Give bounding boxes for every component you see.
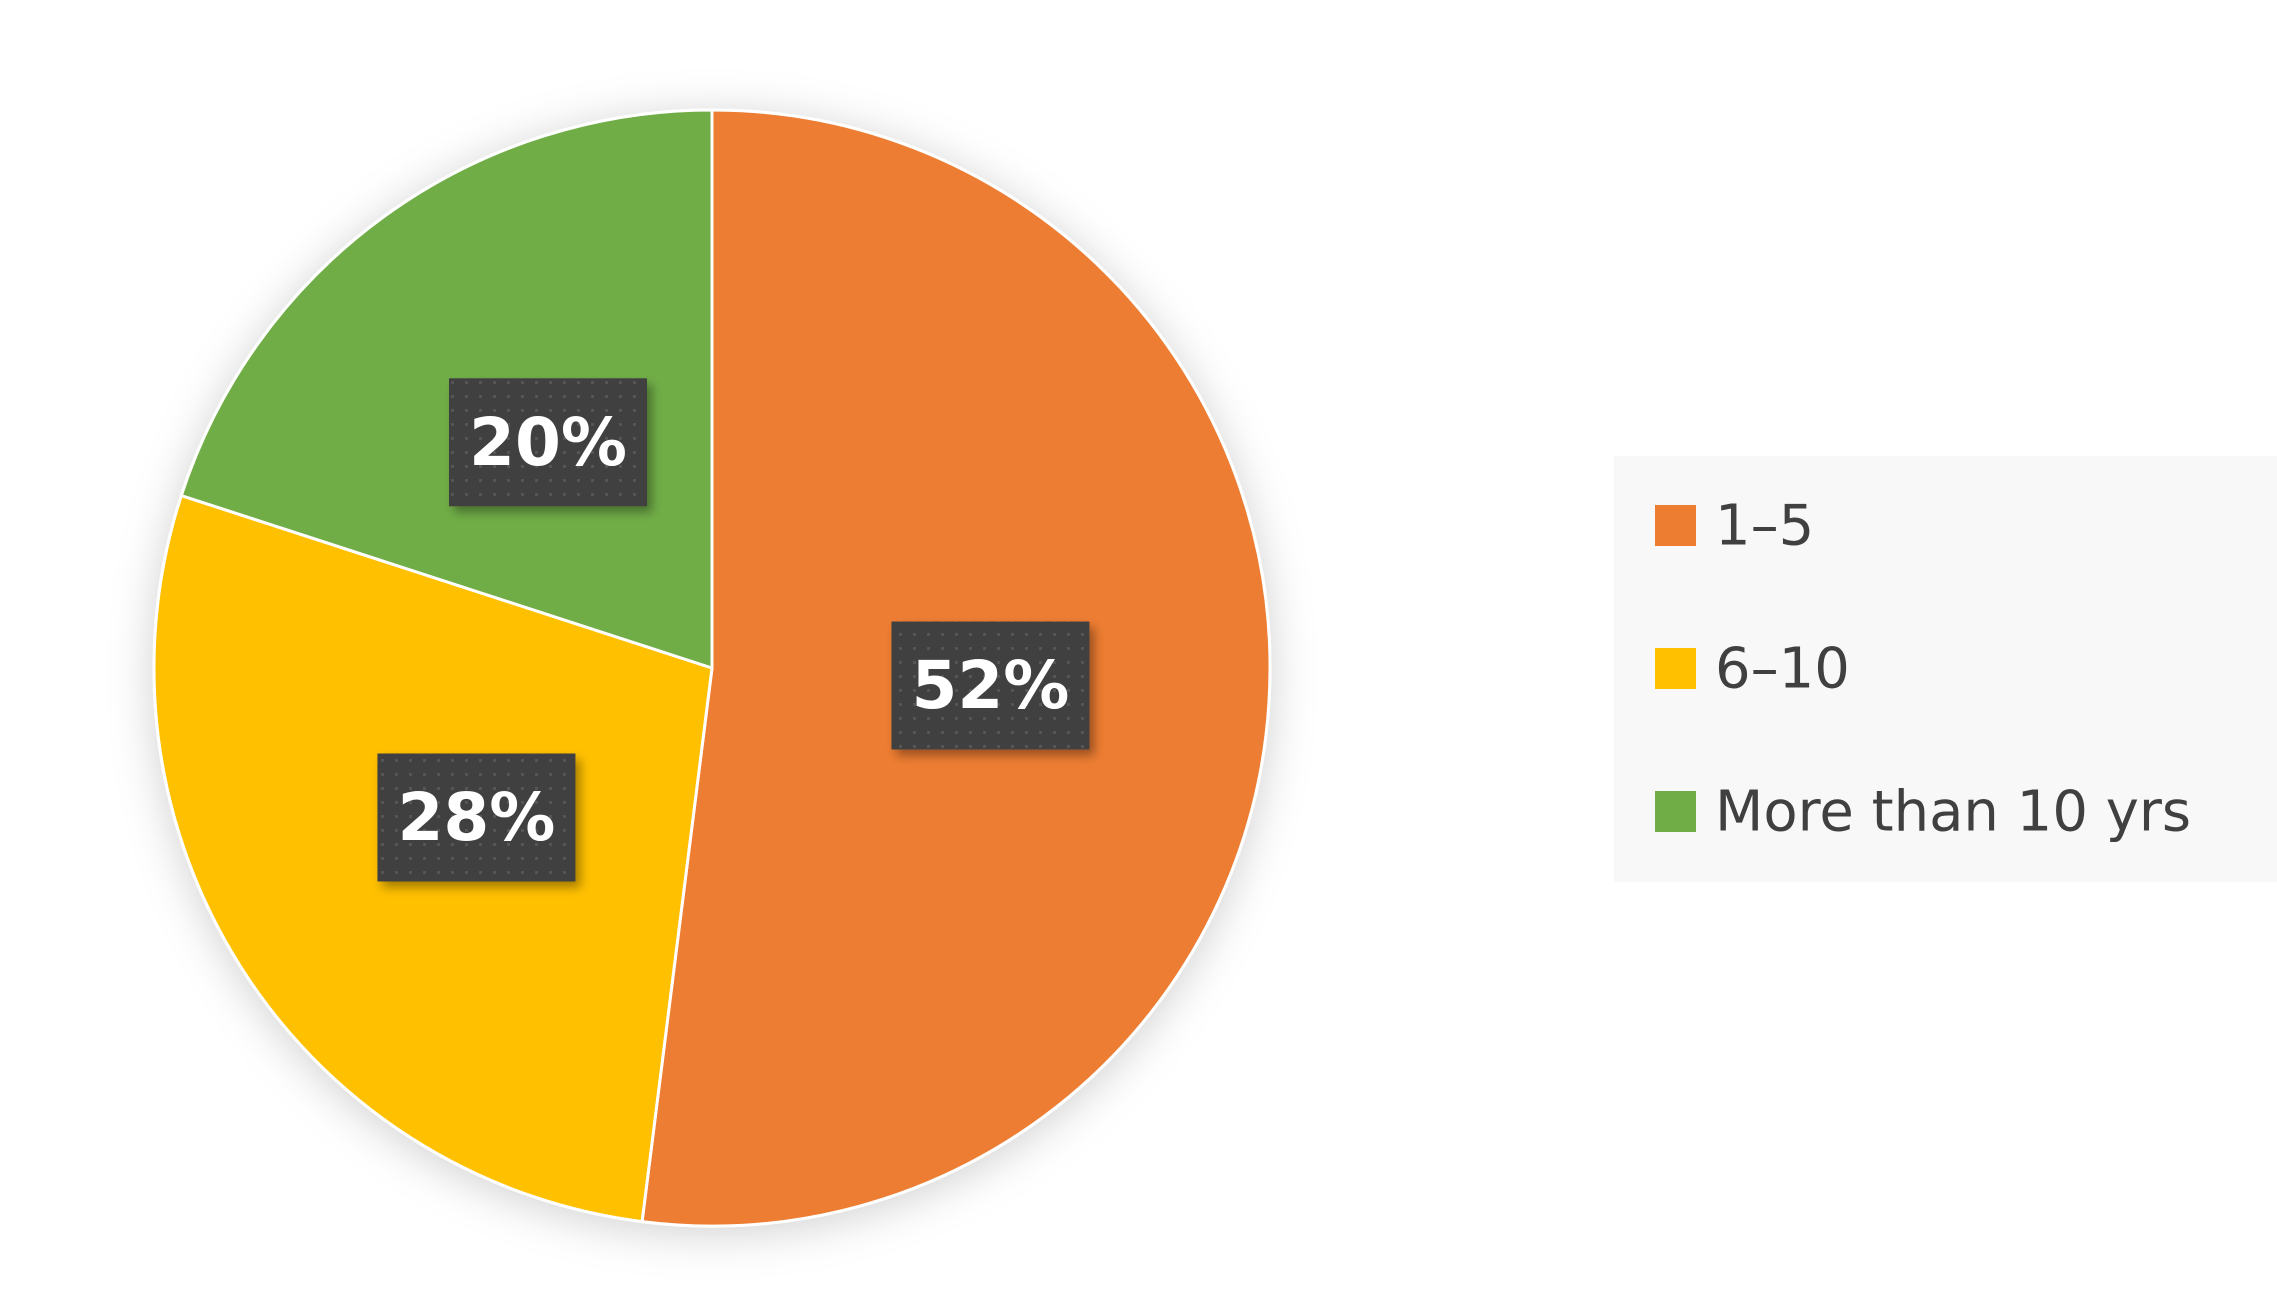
data-labels: 52% 28% 20% — [377, 378, 1090, 882]
data-label: 52% — [911, 647, 1069, 724]
data-label: 28% — [397, 779, 555, 856]
data-label-box — [891, 621, 1090, 750]
data-label: 20% — [469, 404, 627, 481]
legend-swatch — [1655, 505, 1696, 546]
legend-box — [1614, 456, 2277, 882]
legend: 1–5 6–10 More than 10 yrs — [1655, 494, 2191, 845]
legend-label: 6–10 — [1715, 637, 1850, 702]
legend-swatch — [1655, 648, 1696, 689]
data-label-box — [449, 378, 648, 507]
pie — [152, 108, 1272, 1228]
legend-label: 1–5 — [1715, 494, 1814, 559]
legend-label: More than 10 yrs — [1715, 780, 2191, 845]
pie-slice — [179, 108, 714, 671]
data-label-box — [377, 753, 576, 882]
legend-swatch — [1655, 791, 1696, 832]
